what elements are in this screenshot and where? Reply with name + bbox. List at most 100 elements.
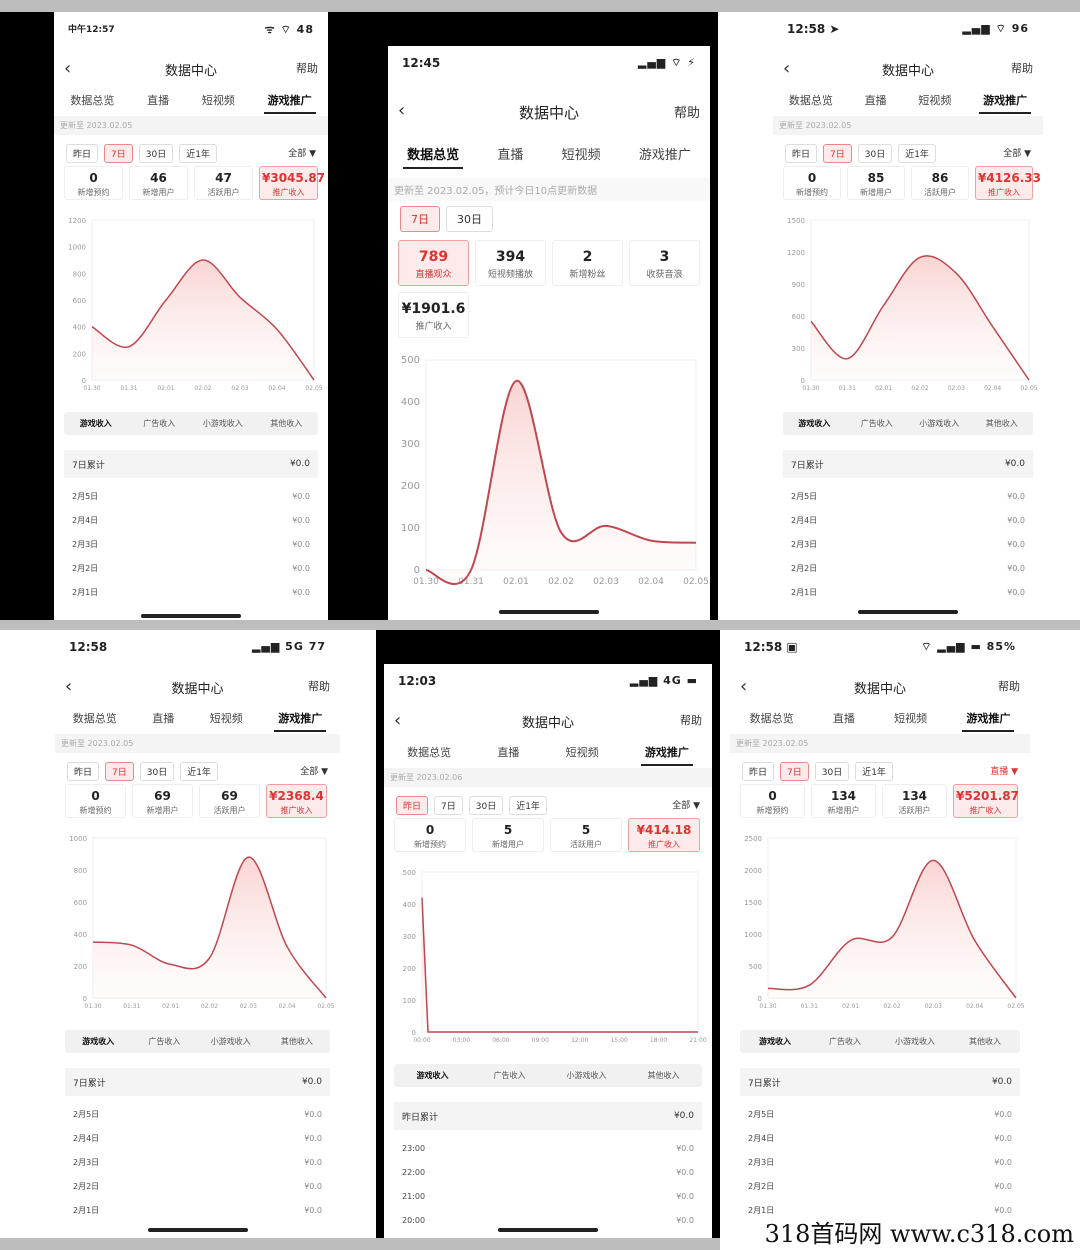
back-arrow-icon[interactable]: ‹ [64, 58, 72, 79]
metric-card-0[interactable]: 0 新增预约 [783, 166, 841, 200]
revenue-tab-3[interactable]: 其他收入 [647, 1071, 680, 1080]
revenue-tab-0[interactable]: 游戏收入 [798, 419, 831, 428]
metric-card-1[interactable]: 394 短视频播放 [475, 240, 546, 286]
tab-3[interactable]: 游戏推广 [962, 706, 1015, 732]
tab-0[interactable]: 数据总览 [788, 94, 833, 107]
period-3[interactable]: 近1年 [855, 762, 893, 781]
tab-3[interactable]: 游戏推广 [638, 148, 691, 163]
period-3[interactable]: 近1年 [898, 144, 936, 163]
period-1[interactable]: 30日 [446, 206, 493, 232]
period-2[interactable]: 30日 [468, 796, 504, 815]
help-link[interactable]: 帮助 [680, 714, 702, 727]
tab-0[interactable]: 数据总览 [70, 94, 115, 107]
period-0[interactable]: 昨日 [396, 796, 429, 815]
help-link[interactable]: 帮助 [296, 62, 318, 75]
metric-card-3[interactable]: ¥4126.33 推广收入 [975, 166, 1041, 200]
tab-1[interactable]: 直播 [497, 746, 520, 759]
help-link[interactable]: 帮助 [1011, 62, 1033, 75]
metric-card-1[interactable]: 134 新增用户 [811, 784, 876, 818]
tab-3[interactable]: 游戏推广 [274, 706, 327, 732]
period-0[interactable]: 昨日 [66, 144, 99, 163]
revenue-tab-2[interactable]: 小游戏收入 [895, 1037, 935, 1046]
period-3[interactable]: 近1年 [180, 762, 218, 781]
tab-0[interactable]: 数据总览 [749, 712, 794, 725]
period-1[interactable]: 7日 [780, 762, 809, 781]
tab-0[interactable]: 数据总览 [403, 140, 464, 169]
revenue-tab-3[interactable]: 其他收入 [270, 419, 303, 428]
metric-card-3[interactable]: ¥2368.4 推广收入 [266, 784, 327, 818]
filter-dropdown[interactable]: 全部 ▼ [1003, 149, 1031, 159]
period-1[interactable]: 7日 [823, 144, 852, 163]
metric-card-3[interactable]: 3 收获音浪 [629, 240, 700, 286]
revenue-tab-2[interactable]: 小游戏收入 [202, 419, 243, 428]
back-arrow-icon[interactable]: ‹ [394, 710, 402, 731]
metric-card-2[interactable]: 134 活跃用户 [882, 784, 947, 818]
period-2[interactable]: 30日 [139, 762, 175, 781]
period-3[interactable]: 近1年 [179, 144, 217, 163]
revenue-tab-3[interactable]: 其他收入 [280, 1037, 313, 1046]
metric-card-3[interactable]: ¥414.18 推广收入 [628, 818, 700, 852]
metric-card-0[interactable]: 0 新增预约 [65, 784, 126, 818]
tab-2[interactable]: 短视频 [561, 148, 601, 163]
metric-card-3[interactable]: ¥5201.87 推广收入 [953, 784, 1019, 818]
filter-dropdown[interactable]: 全部 ▼ [288, 149, 316, 159]
metric-card-2[interactable]: 5 活跃用户 [550, 818, 622, 852]
help-link[interactable]: 帮助 [308, 680, 330, 693]
metric-card-1[interactable]: 69 新增用户 [132, 784, 193, 818]
tab-2[interactable]: 短视频 [209, 712, 243, 725]
metric-card-1[interactable]: 46 新增用户 [129, 166, 188, 200]
filter-dropdown[interactable]: 全部 ▼ [672, 801, 700, 811]
metric-card-0[interactable]: 0 新增预约 [394, 818, 466, 852]
revenue-tab-1[interactable]: 广告收入 [143, 419, 176, 428]
period-1[interactable]: 7日 [104, 144, 133, 163]
metric-card-2[interactable]: 86 活跃用户 [911, 166, 969, 200]
metric-card-2[interactable]: 47 活跃用户 [194, 166, 253, 200]
metric-card-4[interactable]: ¥1901.6 推广收入 [398, 292, 469, 338]
metric-card-1[interactable]: 5 新增用户 [472, 818, 544, 852]
back-arrow-icon[interactable]: ‹ [783, 58, 791, 79]
filter-dropdown[interactable]: 直播 ▼ [990, 767, 1018, 777]
revenue-tab-0[interactable]: 游戏收入 [79, 419, 112, 428]
tab-3[interactable]: 游戏推广 [640, 740, 693, 766]
period-3[interactable]: 近1年 [509, 796, 547, 815]
tab-2[interactable]: 短视频 [918, 94, 952, 107]
metric-card-1[interactable]: 85 新增用户 [847, 166, 905, 200]
tab-1[interactable]: 直播 [152, 712, 175, 725]
period-2[interactable]: 30日 [138, 144, 174, 163]
revenue-tab-1[interactable]: 广告收入 [860, 419, 893, 428]
metric-card-0[interactable]: 0 新增预约 [64, 166, 123, 200]
tab-0[interactable]: 数据总览 [407, 746, 452, 759]
period-0[interactable]: 昨日 [67, 762, 100, 781]
metric-card-3[interactable]: ¥3045.87 推广收入 [259, 166, 325, 200]
tab-2[interactable]: 短视频 [565, 746, 599, 759]
revenue-tab-1[interactable]: 广告收入 [493, 1071, 526, 1080]
tab-1[interactable]: 直播 [864, 94, 887, 107]
tab-1[interactable]: 直播 [147, 94, 170, 107]
tab-3[interactable]: 游戏推广 [263, 88, 316, 114]
revenue-tab-0[interactable]: 游戏收入 [416, 1071, 449, 1080]
filter-dropdown[interactable]: 全部 ▼ [300, 767, 328, 777]
metric-card-2[interactable]: 69 活跃用户 [199, 784, 260, 818]
help-link[interactable]: 帮助 [673, 106, 700, 121]
revenue-tab-2[interactable]: 小游戏收入 [210, 1037, 251, 1046]
revenue-tab-3[interactable]: 其他收入 [969, 1037, 1001, 1046]
revenue-tab-0[interactable]: 游戏收入 [759, 1037, 791, 1046]
back-arrow-icon[interactable]: ‹ [740, 676, 748, 697]
metric-card-2[interactable]: 2 新增粉丝 [552, 240, 623, 286]
revenue-tab-3[interactable]: 其他收入 [985, 419, 1018, 428]
revenue-tab-0[interactable]: 游戏收入 [82, 1037, 115, 1046]
period-0[interactable]: 昨日 [785, 144, 818, 163]
period-0[interactable]: 昨日 [742, 762, 775, 781]
revenue-tab-1[interactable]: 广告收入 [829, 1037, 861, 1046]
tab-2[interactable]: 短视频 [201, 94, 235, 107]
period-2[interactable]: 30日 [857, 144, 893, 163]
revenue-tab-1[interactable]: 广告收入 [148, 1037, 181, 1046]
period-0[interactable]: 7日 [400, 206, 440, 232]
back-arrow-icon[interactable]: ‹ [65, 676, 73, 697]
tab-3[interactable]: 游戏推广 [979, 88, 1032, 114]
tab-1[interactable]: 直播 [497, 148, 524, 163]
tab-0[interactable]: 数据总览 [72, 712, 117, 725]
revenue-tab-2[interactable]: 小游戏收入 [919, 419, 960, 428]
revenue-tab-2[interactable]: 小游戏收入 [566, 1071, 607, 1080]
period-1[interactable]: 7日 [434, 796, 463, 815]
